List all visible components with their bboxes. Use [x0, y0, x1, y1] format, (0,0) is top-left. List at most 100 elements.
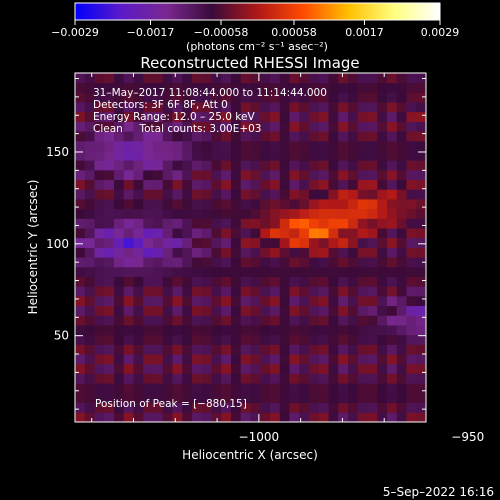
- heatmap-cell: [211, 334, 222, 345]
- heatmap-cell: [338, 169, 349, 181]
- heatmap-cell: [231, 131, 242, 142]
- heatmap-cell: [114, 257, 125, 268]
- heatmap-cell: [221, 392, 232, 404]
- heatmap-cell: [192, 111, 203, 122]
- heatmap-cell: [240, 208, 251, 219]
- heatmap-cell: [84, 208, 95, 219]
- heatmap-cell: [104, 237, 115, 248]
- heatmap-cell: [84, 131, 95, 142]
- heatmap-cell: [221, 334, 232, 345]
- heatmap-cell: [338, 373, 349, 384]
- heatmap-cell: [104, 373, 115, 384]
- heatmap-cell: [367, 257, 378, 268]
- heatmap-cell: [309, 111, 320, 122]
- heatmap-cell: [153, 189, 164, 200]
- solar-limb-curve: [464, 79, 500, 423]
- heatmap-cell: [299, 102, 310, 113]
- heatmap-cell: [162, 179, 173, 190]
- heatmap-cell: [123, 373, 134, 384]
- heatmap-cell: [153, 92, 164, 103]
- heatmap-cell: [367, 73, 378, 84]
- heatmap-cell: [328, 412, 339, 422]
- heatmap-cell: [240, 160, 251, 171]
- heatmap-cell: [75, 92, 86, 103]
- heatmap-cell: [299, 208, 310, 219]
- heatmap-cell: [416, 82, 426, 93]
- heatmap-cell: [367, 150, 378, 161]
- heatmap-cell: [162, 344, 173, 355]
- heatmap-cell: [260, 305, 271, 316]
- heatmap-cell: [84, 266, 95, 277]
- heatmap-cell: [182, 363, 193, 374]
- heatmap-cell: [250, 82, 261, 93]
- heatmap-cell: [357, 247, 368, 258]
- heatmap-cell: [309, 276, 320, 287]
- heatmap-cell: [192, 237, 203, 248]
- heatmap-cell: [406, 169, 417, 181]
- heatmap-cell: [143, 276, 154, 287]
- heatmap-cell: [84, 140, 95, 151]
- heatmap-cell: [123, 334, 134, 345]
- heatmap-cell: [143, 208, 154, 219]
- heatmap-cell: [133, 140, 144, 151]
- heatmap-cell: [387, 82, 398, 93]
- heatmap-cell: [357, 266, 368, 277]
- heatmap-cell: [309, 169, 320, 181]
- heatmap-cell: [162, 140, 173, 151]
- heatmap-cell: [279, 73, 290, 84]
- heatmap-cell: [133, 179, 144, 190]
- heatmap-cell: [387, 131, 398, 142]
- heatmap-cell: [260, 208, 271, 219]
- heatmap-cell: [377, 218, 388, 229]
- heatmap-cell: [270, 325, 281, 336]
- heatmap-cell: [192, 179, 203, 190]
- heatmap-cell: [396, 334, 407, 345]
- heatmap-cell: [240, 383, 251, 394]
- heatmap-cell: [406, 363, 417, 374]
- heatmap-cell: [94, 392, 105, 404]
- heatmap-cell: [377, 315, 388, 326]
- heatmap-cell: [328, 121, 339, 132]
- heatmap-cell: [309, 325, 320, 336]
- heatmap-cell: [387, 92, 398, 103]
- heatmap-cell: [279, 286, 290, 297]
- heatmap-cell: [357, 189, 368, 200]
- heatmap-cell: [123, 131, 134, 142]
- heatmap-cell: [309, 334, 320, 345]
- heatmap-cell: [231, 266, 242, 277]
- heatmap-cell: [279, 199, 290, 210]
- heatmap-cell: [367, 266, 378, 277]
- heatmap-cell: [182, 150, 193, 161]
- heatmap-cell: [357, 257, 368, 268]
- heatmap-cell: [231, 315, 242, 326]
- heatmap-cell: [328, 305, 339, 316]
- heatmap-cell: [143, 325, 154, 336]
- heatmap-cell: [279, 237, 290, 248]
- heatmap-cell: [367, 82, 378, 93]
- heatmap-cell: [357, 334, 368, 345]
- heatmap-cell: [84, 334, 95, 345]
- heatmap-cell: [377, 295, 388, 307]
- heatmap-cell: [338, 237, 349, 248]
- heatmap-cell: [240, 257, 251, 268]
- heatmap-cell: [84, 102, 95, 113]
- heatmap-cell: [143, 237, 154, 248]
- heatmap-cell: [114, 315, 125, 326]
- heatmap-cell: [153, 208, 164, 219]
- heatmap-cell: [299, 344, 310, 355]
- heatmap-cell: [240, 179, 251, 190]
- heatmap-cell: [153, 402, 164, 413]
- heatmap-cell: [318, 363, 329, 374]
- heatmap-cell: [406, 305, 417, 316]
- heatmap-cell: [260, 121, 271, 132]
- heatmap-cell: [328, 228, 339, 239]
- heatmap-cell: [299, 179, 310, 190]
- heatmap-cell: [299, 160, 310, 171]
- heatmap-cell: [133, 247, 144, 258]
- heatmap-cell: [192, 383, 203, 394]
- heatmap-cell: [84, 73, 95, 84]
- heatmap-cell: [162, 160, 173, 171]
- heatmap-cell: [260, 199, 271, 210]
- heatmap-cell: [104, 354, 115, 365]
- heatmap-cell: [133, 160, 144, 171]
